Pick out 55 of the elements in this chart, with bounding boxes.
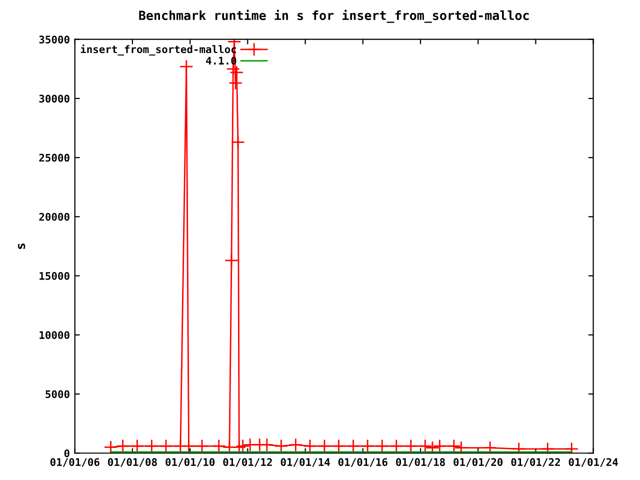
- y-axis-title: s: [18, 243, 26, 249]
- point: [540, 442, 555, 454]
- x-tick-label: 01/01/06: [50, 458, 100, 467]
- point: [130, 439, 144, 453]
- point: [144, 439, 159, 453]
- x-tick-label: 01/01/08: [108, 458, 157, 467]
- point: [104, 440, 118, 454]
- x-tick-label: 01/01/12: [223, 458, 272, 467]
- point: [303, 439, 317, 453]
- x-tick-label: 01/01/20: [454, 458, 503, 467]
- point: [260, 438, 274, 452]
- y-tick-label: 10000: [40, 331, 70, 340]
- y-tick-label: 0: [64, 449, 70, 458]
- y-tick-label: 30000: [39, 94, 70, 103]
- y-tick-label: 25000: [39, 154, 70, 162]
- point: [116, 439, 130, 453]
- point: [231, 135, 245, 150]
- y-tick-label: 20000: [39, 212, 70, 221]
- point: [212, 439, 226, 453]
- point: [332, 439, 346, 453]
- point: [564, 442, 579, 454]
- x-tick-label: 01/01/10: [166, 458, 215, 467]
- point: [375, 439, 390, 453]
- point: [389, 439, 404, 453]
- point: [224, 253, 238, 268]
- point: [432, 439, 447, 453]
- x-tick-label: 01/01/14: [280, 458, 330, 467]
- point: [512, 442, 526, 454]
- point: [159, 439, 173, 453]
- y-tick-label: 5000: [46, 390, 70, 398]
- point: [236, 439, 250, 453]
- point: [274, 439, 288, 453]
- point: [425, 440, 440, 454]
- point: [404, 439, 418, 453]
- y-tick-label: 15000: [40, 272, 70, 280]
- point: [418, 439, 432, 453]
- point: [318, 439, 332, 453]
- x-tick-label: 01/01/16: [338, 458, 388, 467]
- y-tick-label: 35000: [39, 36, 70, 44]
- chart-title: Benchmark runtime in s for insert_from_sorted-malloc: [139, 10, 529, 23]
- point: [454, 440, 468, 454]
- point: [346, 439, 360, 453]
- point: [360, 439, 375, 453]
- point: [483, 440, 497, 454]
- point: [182, 439, 196, 453]
- point: [232, 440, 246, 454]
- x-tick-label: 01/01/24: [568, 458, 618, 467]
- point: [228, 76, 243, 90]
- x-tick-label: 01/01/18: [396, 458, 445, 467]
- point: [446, 439, 461, 453]
- x-tick-label: 01/01/22: [511, 458, 560, 467]
- point: [179, 60, 194, 74]
- point: [230, 66, 244, 80]
- point: [195, 439, 209, 453]
- point: [288, 438, 303, 452]
